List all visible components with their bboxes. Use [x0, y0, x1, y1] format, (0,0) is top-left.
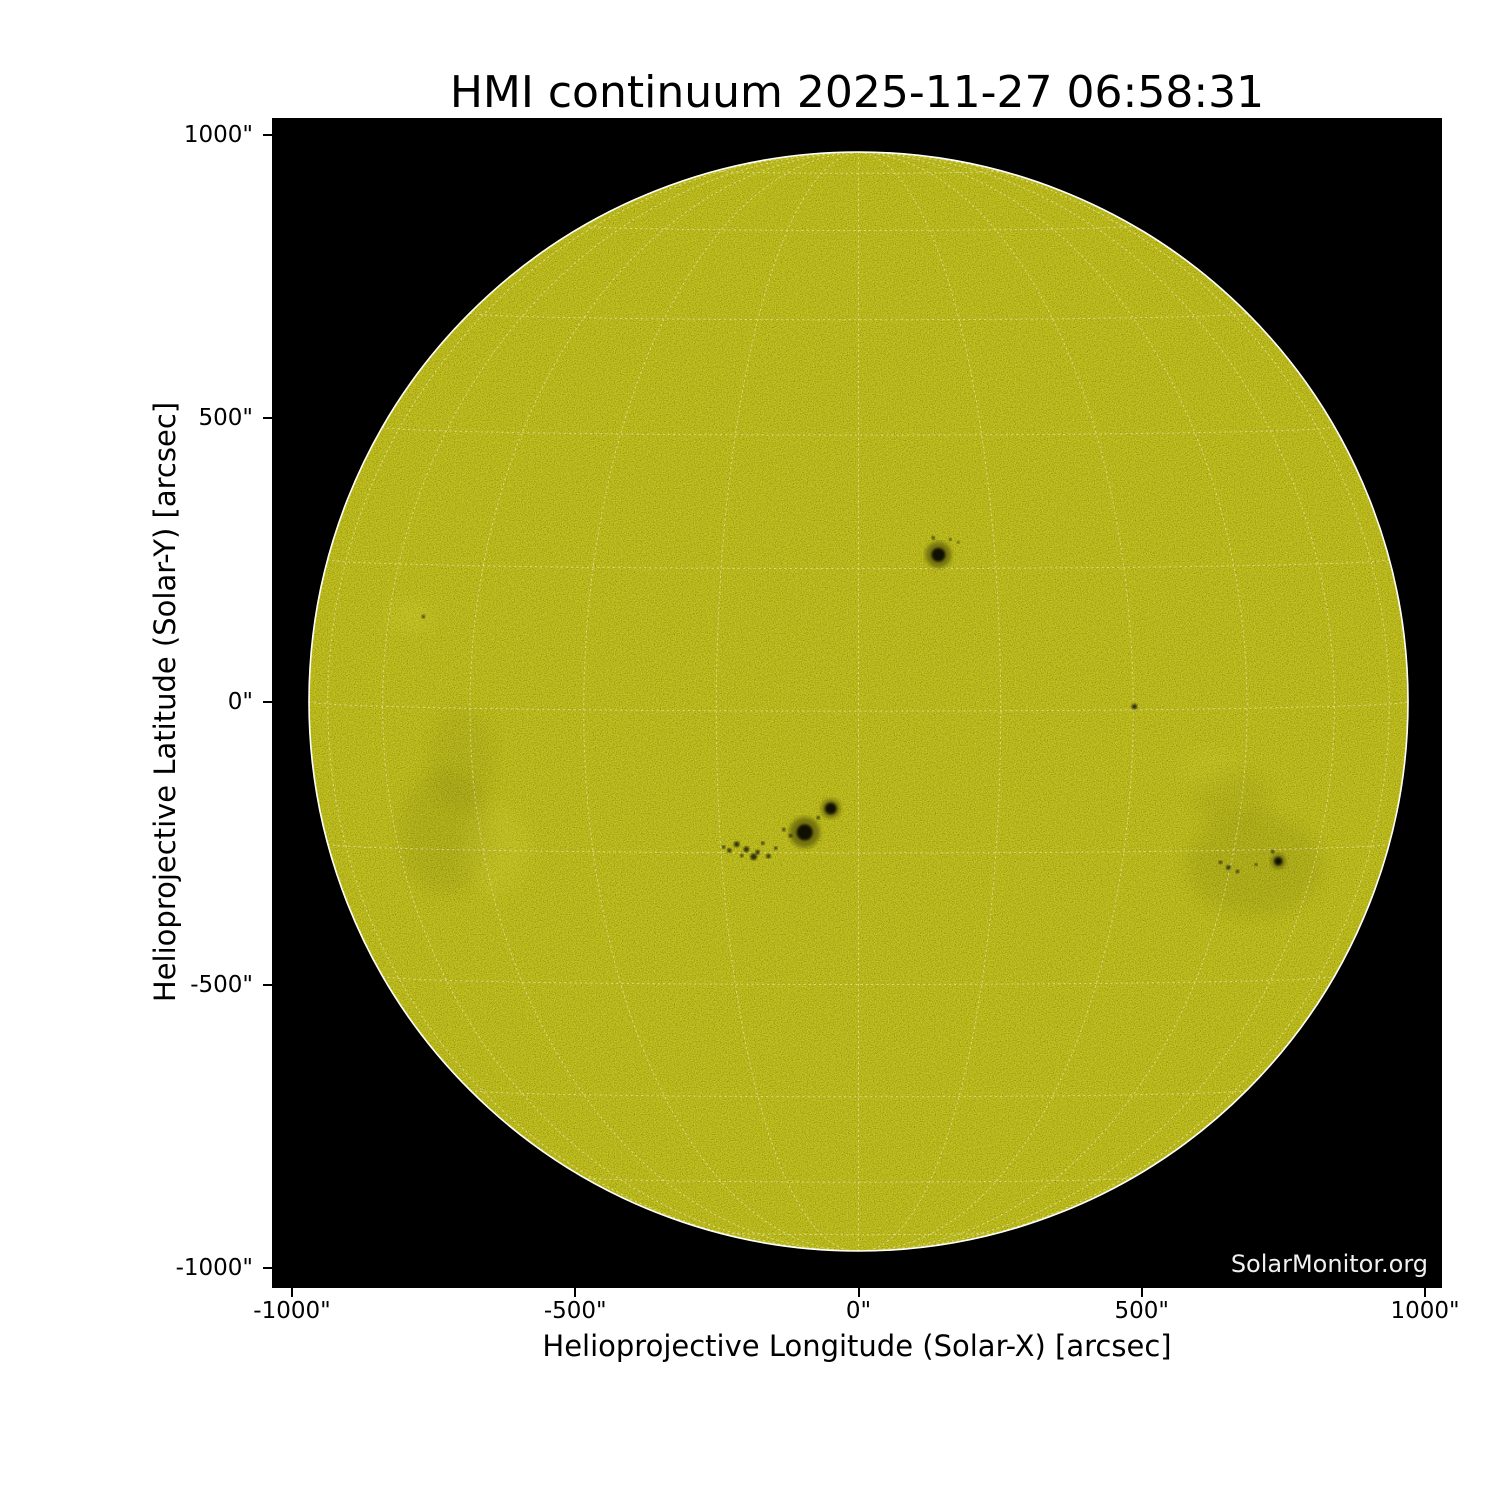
pore — [766, 853, 771, 859]
y-tick-label: -500" — [190, 971, 253, 998]
facula-bright — [1181, 746, 1239, 793]
x-tick-mark — [857, 1288, 860, 1297]
y-tick-mark — [263, 983, 272, 986]
pore — [743, 846, 750, 853]
x-tick-label: 1000" — [1390, 1298, 1460, 1324]
pore — [774, 846, 778, 850]
pore — [782, 827, 786, 832]
pore — [1131, 703, 1138, 710]
sunspot-umbra — [1274, 857, 1283, 866]
pore — [931, 536, 935, 540]
y-tick-mark — [263, 134, 272, 136]
pore — [421, 614, 426, 619]
x-axis-label: Helioprojective Longitude (Solar-X) [arc… — [542, 1329, 1172, 1363]
x-tick-label: -1000" — [253, 1298, 331, 1324]
pore — [761, 841, 765, 845]
pore — [948, 538, 952, 541]
disk-grain-light — [309, 152, 1408, 1251]
y-tick-mark — [263, 417, 272, 420]
facula-dark — [427, 707, 496, 810]
solar-disk-svg — [272, 118, 1442, 1288]
pore — [788, 834, 793, 838]
x-tick-mark — [291, 1288, 293, 1297]
pore — [1218, 860, 1223, 865]
plot-title: HMI continuum 2025-11-27 06:58:31 — [449, 67, 1265, 118]
pore — [727, 848, 732, 853]
y-tick-label: -1000" — [175, 1255, 253, 1281]
y-tick-label: 1000" — [183, 122, 253, 148]
x-tick-label: -500" — [543, 1298, 607, 1324]
pore — [721, 845, 726, 849]
pore — [957, 541, 960, 544]
pore — [755, 849, 760, 855]
watermark: SolarMonitor.org — [1230, 1250, 1428, 1278]
sunspot-umbra — [825, 802, 837, 815]
x-tick-label: 500" — [1114, 1298, 1169, 1324]
x-tick-mark — [1140, 1288, 1143, 1297]
y-tick-label: 0" — [227, 688, 253, 715]
pore — [816, 815, 820, 820]
facula-bright — [388, 599, 434, 634]
y-tick-mark — [263, 1267, 272, 1269]
y-axis-label: Helioprojective Latitude (Solar-Y) [arcs… — [148, 401, 182, 1003]
heliographic-grid — [308, 151, 1409, 1252]
pore — [1270, 849, 1275, 854]
x-tick-label: 0" — [845, 1298, 872, 1324]
y-tick-mark — [263, 700, 272, 703]
plot-area: SolarMonitor.org — [272, 118, 1442, 1288]
facula-bright — [461, 803, 530, 895]
pore — [1226, 865, 1231, 870]
pore — [733, 841, 740, 848]
pore — [1254, 863, 1258, 867]
x-tick-mark — [1424, 1288, 1426, 1297]
x-tick-mark — [574, 1288, 577, 1297]
sunspot-umbra — [931, 547, 946, 562]
pore — [740, 853, 744, 858]
pore — [750, 853, 758, 861]
facula-dark — [1187, 814, 1324, 917]
y-tick-label: 500" — [198, 405, 253, 432]
sunspot-umbra — [796, 824, 813, 841]
pore — [1235, 869, 1240, 874]
